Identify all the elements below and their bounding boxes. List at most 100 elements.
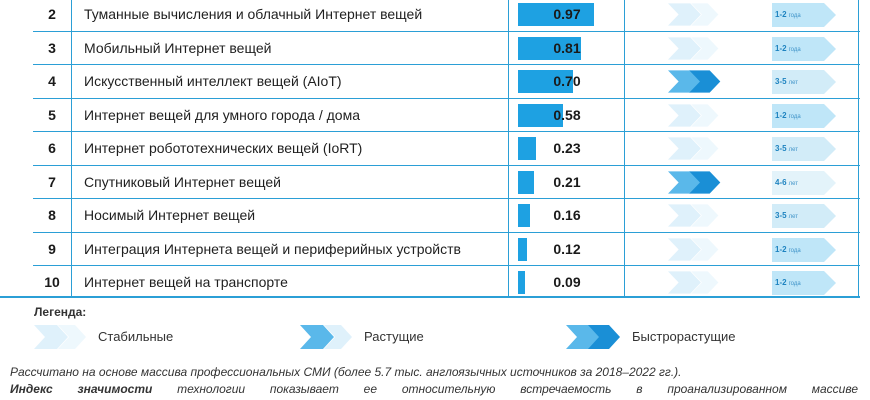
term-value: 3-5 лет xyxy=(775,70,798,95)
index-note-term: Индекс значимости xyxy=(10,382,153,396)
significance-bar xyxy=(518,204,531,227)
term-value: 1-2 года xyxy=(775,104,801,129)
term-years: 3-5 xyxy=(775,144,787,153)
technology-name: Интернет робототехнических вещей (IoRT) xyxy=(84,140,363,156)
table-row: 9 Интеграция Интернета вещей и периферийн… xyxy=(0,233,860,267)
technology-name: Интернет вещей на транспорте xyxy=(84,274,288,290)
source-note: Рассчитано на основе массива профессиона… xyxy=(10,365,682,379)
maturity-term-badge: 1-2 года xyxy=(772,36,836,62)
trend-chevron-icon xyxy=(668,103,719,127)
trend-chevron-icon xyxy=(668,237,719,261)
column-divider xyxy=(858,0,859,296)
term-value: 1-2 года xyxy=(775,37,801,62)
technology-name: Носимый Интернет вещей xyxy=(84,207,256,223)
legend-label-fast: Быстрорастущие xyxy=(632,329,736,344)
term-value: 4-6 лет xyxy=(775,171,798,196)
term-unit: года xyxy=(788,247,801,254)
maturity-term-badge: 3-5 лет xyxy=(772,70,836,94)
term-arrow-shape xyxy=(772,170,836,195)
trend-chevron-icon xyxy=(668,3,719,26)
row-rank: 3 xyxy=(48,39,56,56)
trend-chevron-icon xyxy=(668,170,721,194)
row-rank: 7 xyxy=(48,173,56,190)
legend-label-growing: Растущие xyxy=(364,329,424,344)
legend-label-stable: Стабильные xyxy=(98,329,174,344)
significance-bar xyxy=(518,271,526,294)
term-arrow-shape xyxy=(772,237,836,262)
term-years: 4-6 xyxy=(775,177,787,187)
term-value: 1-2 года xyxy=(775,3,801,28)
maturity-term-badge: 3-5 лет xyxy=(772,204,836,228)
column-divider xyxy=(624,0,625,296)
term-arrow-shape xyxy=(772,271,836,295)
term-years: 1-2 xyxy=(775,10,787,19)
significance-value: 0.21 xyxy=(553,173,581,190)
term-value: 1-2 года xyxy=(775,238,801,263)
term-years: 3-5 xyxy=(775,77,787,86)
term-arrow-shape xyxy=(772,70,836,94)
term-years: 1-2 xyxy=(775,244,787,254)
trend-chevron-icon xyxy=(668,271,719,294)
significance-value: 0.09 xyxy=(553,274,581,290)
table-row: 4 Искусственный интеллект вещей (AIoT) 0.7… xyxy=(0,65,860,99)
table-row: 6 Интернет робототехнических вещей (IoRT)… xyxy=(0,132,860,166)
legend-item-growing: Растущие xyxy=(300,325,540,349)
technology-table: 2 Туманные вычисления и облачный Интернет… xyxy=(0,0,860,298)
legend-item-stable: Стабильные xyxy=(34,325,274,349)
term-unit: лет xyxy=(788,214,798,220)
maturity-term-badge: 3-5 лет xyxy=(772,137,836,161)
significance-bar xyxy=(518,3,594,26)
table-row: 8 Носимый Интернет вещей 0.16 3-5 лет xyxy=(0,199,860,233)
maturity-term-badge: 1-2 года xyxy=(772,271,836,295)
term-arrow-shape xyxy=(772,3,836,27)
significance-bar xyxy=(518,237,528,261)
significance-value: 0.12 xyxy=(553,240,581,257)
term-arrow-shape xyxy=(772,103,836,128)
index-note-text: технологии показывает ее относительную в… xyxy=(152,382,859,396)
technology-name: Туманные вычисления и облачный Интернет … xyxy=(84,6,423,22)
legend-title: Легенда: xyxy=(34,305,87,319)
table-row: 5 Интернет вещей для умного города / дома… xyxy=(0,99,860,133)
significance-bar xyxy=(518,36,582,60)
term-value: 1-2 года xyxy=(775,271,801,296)
trend-chevron-icon xyxy=(668,70,721,93)
row-rank: 5 xyxy=(48,106,56,123)
chevron-growing-icon xyxy=(300,325,352,349)
term-years: 3-5 xyxy=(775,211,787,220)
term-unit: года xyxy=(788,13,801,19)
row-rank: 4 xyxy=(48,73,56,89)
significance-bar xyxy=(518,70,573,93)
table-row: 3 Мобильный Интернет вещей 0.81 1-2 года xyxy=(0,32,860,66)
row-rank: 2 xyxy=(48,6,56,22)
significance-value: 0.58 xyxy=(553,106,581,123)
term-unit: года xyxy=(788,281,801,287)
term-value: 3-5 лет xyxy=(775,204,798,229)
significance-value: 0.70 xyxy=(553,73,581,89)
technology-name: Интеграция Интернета вещей и периферийны… xyxy=(84,240,461,257)
maturity-term-badge: 1-2 года xyxy=(772,103,836,129)
table-row: 10 Интернет вещей на транспорте 0.09 1-2 год… xyxy=(0,266,860,300)
trend-chevron-icon xyxy=(668,36,719,60)
significance-value: 0.23 xyxy=(553,140,581,156)
chevron-fast-icon xyxy=(566,325,620,349)
technology-name: Спутниковый Интернет вещей xyxy=(84,173,281,190)
row-rank: 6 xyxy=(48,140,56,156)
technology-name: Мобильный Интернет вещей xyxy=(84,39,272,56)
legend-item-fast: Быстрорастущие xyxy=(566,325,816,349)
term-arrow-shape xyxy=(772,36,836,61)
technology-name: Интернет вещей для умного города / дома xyxy=(84,106,361,123)
column-divider xyxy=(508,0,509,296)
index-note: Индекс значимости технологии показывает … xyxy=(10,382,858,396)
term-unit: лет xyxy=(788,80,798,86)
chevron-stable-icon xyxy=(34,325,86,349)
trend-chevron-icon xyxy=(668,137,719,160)
trend-chevron-icon xyxy=(668,204,719,227)
significance-bar xyxy=(518,137,536,160)
table-row: 2 Туманные вычисления и облачный Интернет… xyxy=(0,0,860,32)
term-unit: лет xyxy=(788,147,798,153)
row-rank: 9 xyxy=(48,240,56,257)
maturity-term-badge: 1-2 года xyxy=(772,237,836,263)
maturity-term-badge: 1-2 года xyxy=(772,3,836,27)
significance-value: 0.81 xyxy=(553,39,581,56)
term-years: 1-2 xyxy=(775,278,787,287)
